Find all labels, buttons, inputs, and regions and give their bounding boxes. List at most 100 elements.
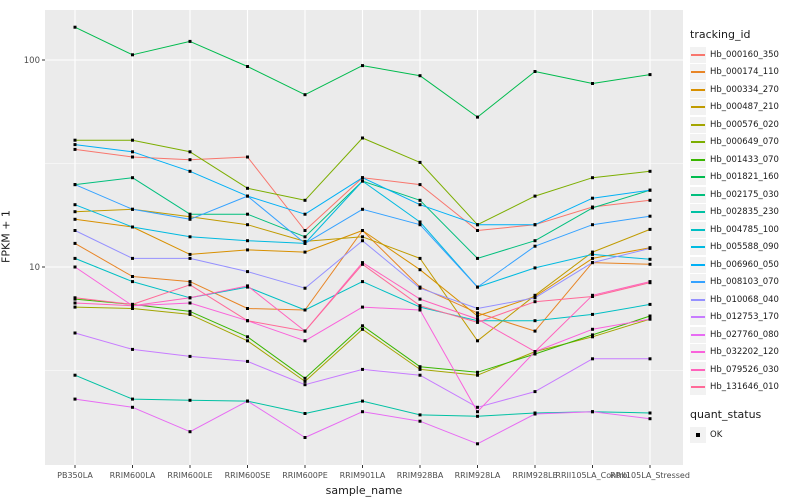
x-tick-label: RRIM928LA (455, 471, 501, 480)
legend-color-line (691, 141, 705, 144)
data-point (73, 229, 77, 232)
legend-color-line (691, 123, 705, 126)
data-point (188, 301, 192, 305)
data-point (303, 308, 307, 312)
data-point (303, 241, 307, 245)
data-point (246, 339, 249, 343)
legend-item: Hb_032202_120 (690, 344, 798, 362)
data-point (648, 281, 652, 285)
data-point (188, 235, 192, 239)
data-point (73, 241, 77, 245)
data-point (303, 383, 307, 387)
data-point (591, 335, 594, 339)
data-point (648, 411, 652, 415)
data-point (418, 413, 422, 417)
data-point (131, 405, 134, 409)
data-point (188, 283, 192, 287)
data-point (533, 350, 537, 354)
data-point (476, 320, 479, 324)
legend-item: Hb_010068_040 (690, 291, 798, 309)
data-point (533, 194, 537, 198)
legend-item: Hb_005588_090 (690, 239, 798, 257)
data-point (303, 379, 307, 383)
legend-item-label: Hb_000576_020 (710, 119, 779, 130)
legend-key (690, 291, 706, 308)
legend-color-line (691, 298, 705, 301)
data-point (73, 147, 77, 151)
data-point (533, 300, 537, 304)
x-tick-label: RRIM928BA (397, 471, 444, 480)
y-tick-label: 10 (29, 263, 40, 273)
data-point (418, 297, 422, 301)
x-tick-label: RRIM600LA (110, 471, 156, 480)
legend-item: Hb_002835_230 (690, 204, 798, 222)
data-point (533, 319, 537, 323)
legend-title-quant-status: quant_status (690, 408, 762, 421)
data-point (533, 266, 537, 270)
legend-color-line (691, 386, 705, 389)
legend-color-line (691, 263, 705, 266)
x-tick-label: RRII105LA_Control (555, 471, 629, 480)
data-point (418, 419, 422, 423)
data-point (418, 373, 422, 377)
data-point (246, 335, 249, 339)
data-point (476, 223, 479, 227)
data-point (591, 261, 594, 265)
data-point (188, 309, 192, 313)
data-point (188, 430, 192, 434)
data-point (73, 25, 77, 29)
data-point (303, 436, 307, 439)
data-point (303, 339, 307, 343)
legend-color-line (691, 193, 705, 196)
data-point (418, 203, 422, 207)
legend-item-label: Hb_000487_210 (710, 102, 779, 113)
data-point (73, 217, 77, 221)
legend-key (690, 344, 706, 361)
legend-key (690, 309, 706, 326)
data-point (361, 207, 364, 211)
data-point (361, 261, 364, 265)
data-point (188, 212, 192, 216)
data-point (476, 285, 479, 289)
legend-item: Hb_000487_210 (690, 99, 798, 117)
data-point (361, 136, 364, 140)
data-point (476, 311, 479, 315)
data-point (591, 252, 594, 256)
data-point (188, 312, 192, 316)
legend-key (690, 134, 706, 151)
data-point (591, 223, 594, 227)
data-point (131, 280, 134, 284)
data-point (361, 280, 364, 284)
data-point (303, 93, 307, 97)
legend-item-label: Hb_004785_100 (710, 224, 779, 235)
data-point (533, 239, 537, 243)
data-point (73, 296, 77, 300)
data-point (73, 138, 77, 142)
quant-status-items: OK (690, 426, 798, 444)
data-point (246, 284, 249, 288)
legend-color-line (691, 333, 705, 336)
data-point (361, 367, 364, 371)
data-point (131, 302, 134, 306)
data-point (246, 239, 249, 243)
data-point (361, 262, 364, 266)
data-point (246, 194, 249, 198)
data-point (476, 414, 479, 418)
data-point (648, 314, 652, 318)
x-tick-label: RRIM600LE (167, 471, 212, 480)
data-point (648, 246, 652, 250)
legend-item-label: Hb_006960_050 (710, 259, 779, 270)
legend-key (690, 169, 706, 186)
x-tick-label: RRIM901LA (340, 471, 386, 480)
quant-status-key (690, 426, 706, 443)
data-point (418, 256, 422, 260)
data-point (648, 262, 652, 266)
legend-color-line (691, 281, 705, 284)
data-point (131, 155, 134, 159)
legend-item-label: Hb_010068_040 (710, 294, 779, 305)
x-axis-title: sample_name (325, 484, 403, 497)
legend-color-line (691, 368, 705, 371)
data-point (533, 390, 537, 394)
